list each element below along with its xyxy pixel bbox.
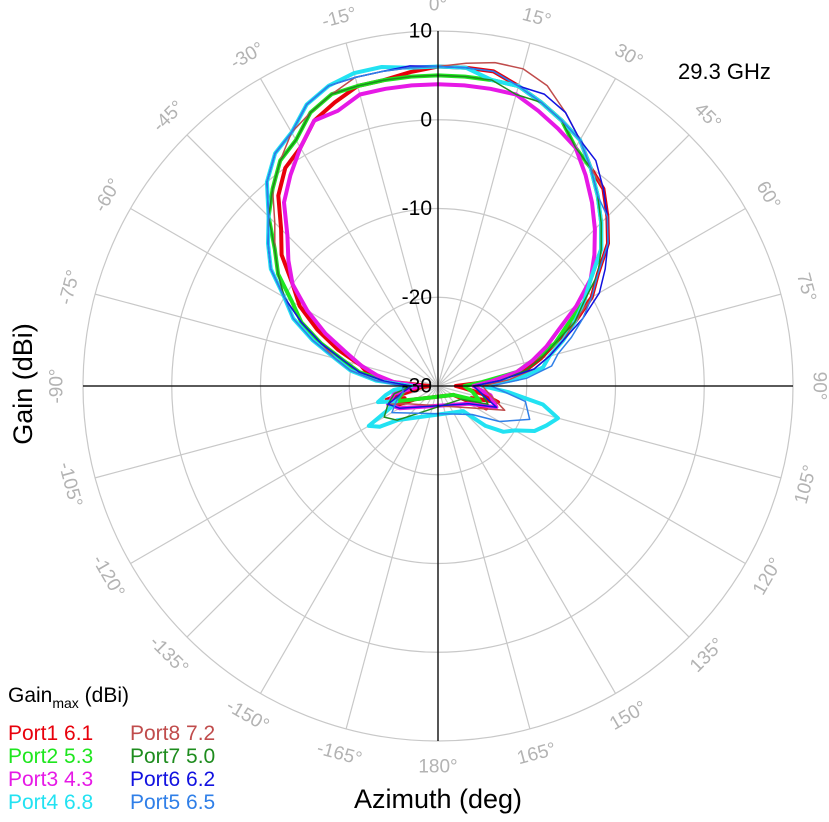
grid-spoke xyxy=(437,134,690,387)
radial-tick-label: -20 xyxy=(402,286,432,309)
angle-tick-label: -75° xyxy=(55,268,84,307)
angle-tick-label: 135° xyxy=(686,634,729,677)
angle-tick-label: 45° xyxy=(690,99,725,134)
radial-axis-label: Gain (dBi) xyxy=(8,323,38,445)
legend-entry-port4: Port4 6.8 xyxy=(8,791,93,814)
angle-tick-label: -120° xyxy=(88,551,129,601)
angle-tick-label: 60° xyxy=(752,178,785,213)
angle-tick-label: -150° xyxy=(222,695,272,736)
grid-spoke xyxy=(437,385,746,565)
angle-tick-label: 30° xyxy=(611,40,646,73)
legend-entry-port8: Port8 7.2 xyxy=(130,722,215,745)
radial-tick-label: -10 xyxy=(402,197,432,220)
angle-tick-label: 15° xyxy=(520,4,553,32)
polar-axes xyxy=(83,31,793,741)
angle-tick-label: -90° xyxy=(47,368,68,403)
grid-spoke xyxy=(186,385,439,638)
legend-entry-port2: Port2 5.3 xyxy=(8,745,93,768)
angle-tick-label: -45° xyxy=(149,97,189,137)
series-line-port5 xyxy=(266,65,609,423)
grid-spoke xyxy=(437,78,617,387)
angle-tick-label: -60° xyxy=(90,175,126,216)
grid-spoke xyxy=(437,42,531,387)
grid-spoke xyxy=(437,293,782,387)
legend-title-main: Gain xyxy=(8,684,52,707)
grid-spoke xyxy=(186,134,439,387)
angle-tick-label: -135° xyxy=(145,632,192,679)
angle-tick-label: 120° xyxy=(749,554,787,599)
grid-spoke xyxy=(437,385,690,638)
series-line-port7 xyxy=(267,74,602,421)
angle-tick-label: 75° xyxy=(792,271,820,304)
legend-entry-port5: Port5 6.5 xyxy=(130,791,215,814)
grid-spoke xyxy=(437,385,617,694)
angle-tick-label: 180° xyxy=(418,757,457,778)
radial-tick-label: -30 xyxy=(402,375,432,398)
angle-tick-label: -105° xyxy=(54,460,86,510)
legend-entry-port6: Port6 6.2 xyxy=(130,768,215,791)
grid-spoke xyxy=(94,293,439,387)
legend-entry-port3: Port3 4.3 xyxy=(8,768,93,791)
angle-tick-label: 150° xyxy=(606,697,651,735)
legend-entry-port1: Port1 6.1 xyxy=(8,722,93,745)
grid-spoke xyxy=(130,385,439,565)
angle-tick-label: 165° xyxy=(515,739,558,769)
legend-title: Gainmax (dBi) xyxy=(8,684,129,711)
angle-tick-label: 0° xyxy=(429,0,447,16)
legend-title-sub: max xyxy=(52,695,78,711)
radial-tick-label: 0 xyxy=(420,108,432,131)
angle-tick-label: -165° xyxy=(315,738,365,770)
angle-tick-label: -15° xyxy=(320,3,359,32)
grid-spoke xyxy=(345,385,439,730)
frequency-label: 29.3 GHz xyxy=(678,59,771,84)
angle-tick-label: 90° xyxy=(809,372,829,401)
grid-spoke xyxy=(345,42,439,387)
series-lines xyxy=(264,61,610,434)
radial-tick-labels: -30 -20 -10 0 10 xyxy=(402,20,432,398)
angle-tick-label: -30° xyxy=(227,38,268,74)
legend-title-unit: (dBi) xyxy=(79,684,129,707)
angle-tick-label: 105° xyxy=(791,463,821,506)
angle-axis-label: Azimuth (deg) xyxy=(354,784,522,814)
legend-entry-port7: Port7 5.0 xyxy=(130,745,215,768)
radial-tick-label: 10 xyxy=(409,20,432,43)
grid-spoke xyxy=(259,78,439,387)
grid-spoke xyxy=(437,385,531,730)
grid-spoke xyxy=(259,385,439,694)
